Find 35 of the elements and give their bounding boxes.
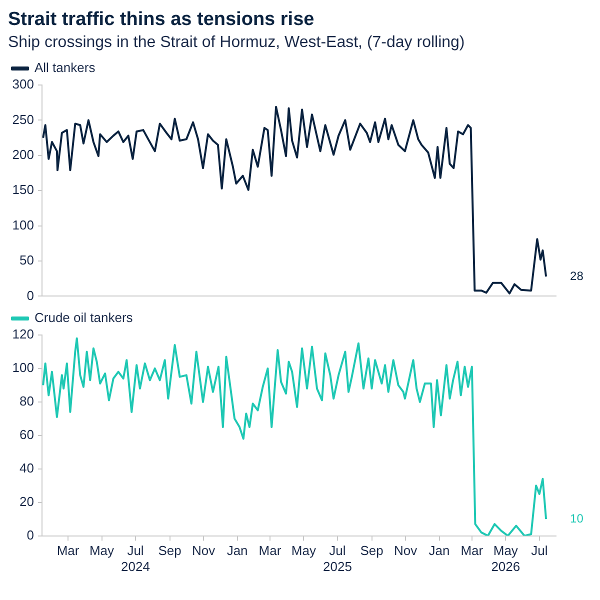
legend-label: Crude oil tankers bbox=[34, 310, 134, 326]
x-tick-label: May bbox=[291, 543, 316, 558]
y-tick-label: 0 bbox=[26, 527, 34, 542]
legend-label: All tankers bbox=[34, 60, 96, 76]
annotation: 28 bbox=[570, 268, 584, 283]
x-tick-label: Sep bbox=[158, 543, 182, 558]
x-tick-label: Jan bbox=[428, 543, 450, 558]
y-tick-label: 40 bbox=[20, 460, 34, 476]
y-tick-label: 80 bbox=[20, 394, 34, 409]
y-tick-label: 0 bbox=[26, 288, 34, 303]
x-tick-label: Nov bbox=[192, 543, 216, 558]
x-tick-label: Sep bbox=[360, 543, 384, 558]
x-tick-label: Nov bbox=[394, 543, 418, 558]
y-tick-label: 60 bbox=[20, 426, 34, 442]
x-tick-label: Mar bbox=[258, 543, 282, 558]
x-tick-label: Jan bbox=[226, 543, 248, 558]
y-tick-label: 300 bbox=[12, 76, 34, 92]
x-tick-label: Mar bbox=[56, 543, 80, 558]
x-tick-label: Jul 2024 bbox=[121, 543, 150, 574]
y-tick-label: 250 bbox=[12, 112, 34, 127]
y-tick-label: 100 bbox=[12, 360, 34, 376]
y-tick-label: 200 bbox=[12, 146, 34, 162]
chart-title: Strait traffic thins as tensions rise bbox=[8, 8, 316, 32]
x-tick-label: May bbox=[89, 543, 115, 558]
x-tick-label: May 2026 bbox=[491, 543, 520, 574]
x-tick-label: Mar bbox=[460, 543, 484, 558]
x-tick-label: Jul 2025 bbox=[322, 543, 352, 574]
x-tick-label: Jul bbox=[531, 543, 548, 558]
y-tick-label: 20 bbox=[20, 494, 34, 509]
y-tick-label: 150 bbox=[12, 182, 34, 198]
chart-subtitle: Ship crossings in the Strait of Hormuz, West-East, (7-day rolling) bbox=[8, 33, 466, 53]
y-tick-label: 50 bbox=[20, 252, 34, 268]
y-tick-label: 100 bbox=[12, 217, 34, 232]
annotation: 10 bbox=[570, 511, 584, 526]
y-tick-label: 120 bbox=[12, 326, 34, 342]
